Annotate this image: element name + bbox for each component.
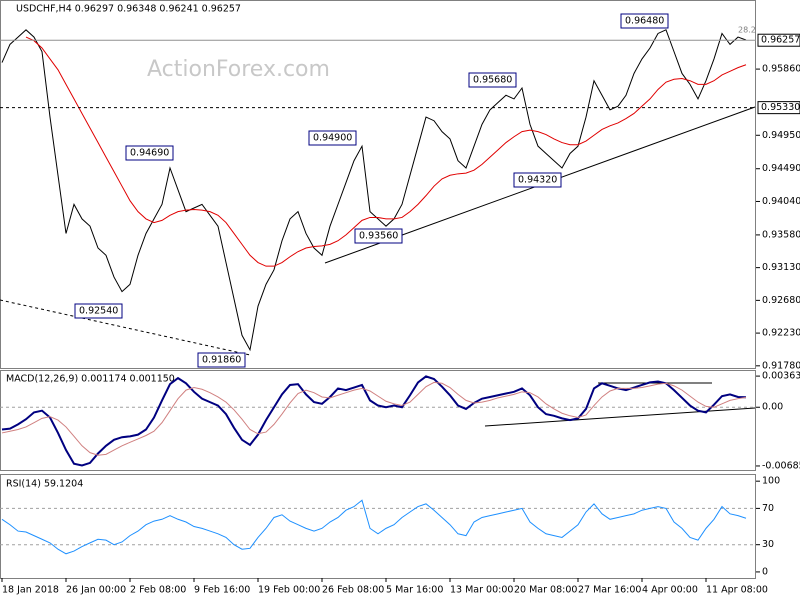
x-tick-label: 18 Jan 2018 [2,585,59,596]
macd-title: MACD(12,26,9) 0.001174 0.001150 [6,374,175,385]
x-tick-label: 2 Feb 08:00 [130,585,186,596]
series-line [25,36,747,267]
x-tick-label: 4 Apr 00:00 [642,585,698,596]
macd-panel [0,370,756,471]
current_price-box [757,33,800,47]
annotation-box [74,303,123,319]
rsi-title: RSI(14) 59.1204 [6,479,83,490]
trend-line [0,299,251,356]
level-box [757,101,800,115]
annotation: 0.91860 [202,355,241,366]
rsi-panel [0,474,756,579]
annotation-box [197,352,246,368]
price-panel [0,0,756,369]
x-tick-label: 20 Mar 08:00 [514,585,577,596]
y-tick-label: 0.94040 [762,196,800,207]
x-tick-label: 9 Feb 16:00 [194,585,250,596]
x-tick-label: 19 Feb 00:00 [258,585,320,596]
trend-line [484,407,756,427]
chart-title: USDCHF,H4 0.96297 0.96348 0.96241 0.9625… [16,4,241,15]
y-tick-label: 0.91780 [762,360,800,371]
y-tick-label: 0.94950 [762,130,800,141]
y-tick-label: 0.92230 [762,328,800,339]
x-tick-label: 5 Mar 16:00 [386,585,443,596]
annotation-box [125,145,174,161]
annotation-box [513,172,562,188]
x-tick-label: 26 Feb 08:00 [322,585,384,596]
annotation: 0.94900 [313,133,352,144]
series-line [1,499,747,555]
series-line [1,381,747,456]
y-tick-label: -0.006858 [762,460,800,471]
annotation: 0.92540 [79,306,118,317]
annotation-box [468,72,517,88]
y-tick-label: 0.93130 [762,262,800,273]
current_price-label: 0.96257 [761,35,800,46]
y-tick-label: 0.93580 [762,229,800,240]
y-tick-label: 100 [762,476,780,487]
y-tick-label: 30 [762,539,774,550]
annotation: 0.95680 [473,75,512,86]
annotation: 0.94320 [518,175,557,186]
y-tick-label: 0.00 [762,402,783,413]
annotation-box [354,228,403,244]
y-tick-label: 0.95860 [762,64,800,75]
y-tick-label: 0.94490 [762,163,800,174]
y-tick-label: 0.003638 [762,371,800,382]
x-tick-label: 11 Apr 08:00 [706,585,768,596]
y-tick-label: 0.92680 [762,295,800,306]
series-line [1,29,747,352]
watermark: ActionForex.com [147,57,330,82]
level-label: 0.95330 [761,102,800,113]
annotation: 28.2 [738,26,756,35]
annotation: 0.96480 [625,16,664,27]
annotation-box [308,130,357,146]
y-tick-label: 70 [762,503,774,514]
annotation-box [620,13,669,29]
annotation: 0.94690 [130,148,169,159]
series-line [1,375,747,467]
x-tick-label: 26 Jan 00:00 [66,585,126,596]
y-tick-label: 0 [762,566,768,577]
x-tick-label: 27 Mar 16:00 [578,585,641,596]
x-tick-label: 13 Mar 00:00 [450,585,513,596]
annotation: 0.93560 [359,231,398,242]
